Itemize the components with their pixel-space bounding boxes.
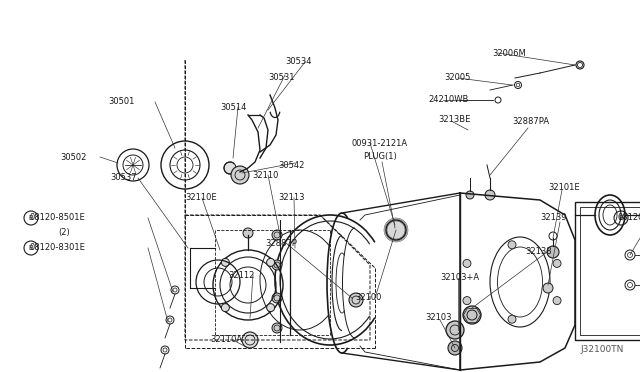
Circle shape (231, 166, 249, 184)
Circle shape (547, 246, 559, 258)
Circle shape (446, 321, 464, 339)
Text: 32112: 32112 (228, 270, 254, 279)
Circle shape (272, 323, 282, 333)
Text: 30537: 30537 (110, 173, 136, 183)
Circle shape (386, 220, 406, 240)
Text: 30534: 30534 (285, 58, 312, 67)
Circle shape (267, 304, 275, 312)
Text: 30514: 30514 (220, 103, 246, 112)
Text: 08120-8251E: 08120-8251E (618, 214, 640, 222)
Circle shape (553, 259, 561, 267)
Bar (580, 207, 640, 335)
Circle shape (463, 296, 471, 305)
Text: 30531: 30531 (268, 74, 294, 83)
Text: 30501: 30501 (108, 97, 134, 106)
Circle shape (272, 293, 282, 303)
Circle shape (242, 332, 258, 348)
Text: 32103: 32103 (425, 314, 451, 323)
Text: 32100: 32100 (355, 294, 381, 302)
Text: 08120-8301E: 08120-8301E (30, 244, 86, 253)
Text: 00931-2121A: 00931-2121A (352, 138, 408, 148)
Circle shape (466, 191, 474, 199)
Circle shape (272, 260, 282, 270)
Text: 24210WB: 24210WB (428, 96, 468, 105)
Text: B: B (29, 245, 33, 251)
Circle shape (448, 341, 462, 355)
Circle shape (267, 259, 275, 266)
Circle shape (272, 230, 282, 240)
Text: 32138: 32138 (525, 247, 552, 257)
Text: 32005: 32005 (444, 74, 470, 83)
Circle shape (553, 296, 561, 305)
Text: 32110E: 32110E (185, 193, 216, 202)
Circle shape (485, 190, 495, 200)
Text: 32110: 32110 (252, 170, 278, 180)
Text: 32110A: 32110A (210, 336, 242, 344)
Text: 32113: 32113 (278, 193, 305, 202)
Text: 08120-8501E: 08120-8501E (30, 214, 86, 222)
Bar (575, 202, 640, 340)
Circle shape (224, 162, 236, 174)
Circle shape (349, 293, 363, 307)
Text: 32103+A: 32103+A (440, 273, 479, 282)
Circle shape (543, 283, 553, 293)
Text: 32101E: 32101E (548, 183, 580, 192)
Circle shape (508, 315, 516, 323)
Circle shape (221, 259, 229, 266)
Text: PLUG(1): PLUG(1) (363, 153, 397, 161)
Text: (2): (2) (58, 228, 70, 237)
Text: 30542: 30542 (278, 160, 305, 170)
Text: J32100TN: J32100TN (580, 345, 623, 354)
Text: 30502: 30502 (60, 153, 86, 161)
Text: 32887PA: 32887PA (512, 118, 549, 126)
Text: 32006M: 32006M (492, 48, 525, 58)
Circle shape (463, 306, 481, 324)
Text: 32887P: 32887P (265, 238, 297, 247)
Text: 3213BE: 3213BE (438, 115, 470, 125)
Text: B: B (29, 215, 33, 221)
Text: B: B (619, 215, 623, 221)
Circle shape (463, 259, 471, 267)
Text: 32139: 32139 (540, 214, 566, 222)
Circle shape (243, 228, 253, 238)
Circle shape (508, 241, 516, 249)
Circle shape (221, 304, 229, 312)
